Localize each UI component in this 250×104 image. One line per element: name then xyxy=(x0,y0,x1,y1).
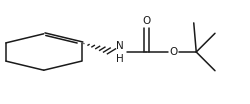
Text: H: H xyxy=(116,54,124,64)
Text: O: O xyxy=(142,16,150,26)
Text: O: O xyxy=(170,47,178,57)
Text: N: N xyxy=(116,41,124,51)
